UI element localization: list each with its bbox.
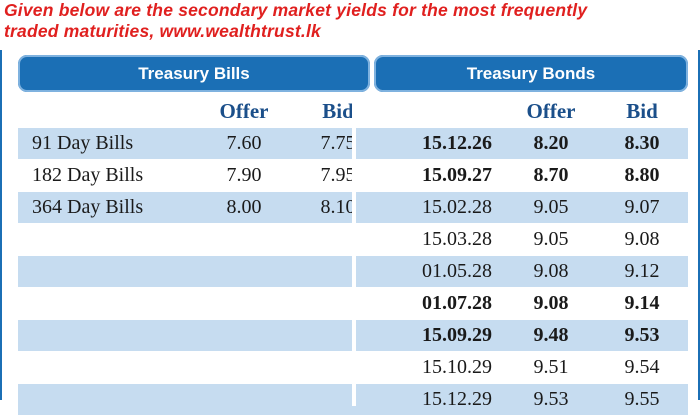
bond-maturity: 15.09.27 bbox=[422, 164, 492, 186]
treasury-bonds-header: Treasury Bonds bbox=[374, 55, 688, 92]
bill-offer bbox=[204, 224, 284, 255]
bond-maturity: 01.07.28 bbox=[422, 292, 492, 314]
bill-bid: 7.75 bbox=[320, 132, 356, 154]
bill-offer: 7.60 bbox=[226, 132, 262, 154]
bill-offer: 8.00 bbox=[226, 196, 262, 218]
bond-maturity: 15.02.28 bbox=[422, 196, 492, 218]
bond-maturity: 01.05.28 bbox=[422, 260, 492, 282]
bond-offer: 9.51 bbox=[533, 356, 569, 378]
bond-offer: 9.08 bbox=[533, 292, 569, 314]
bill-bid bbox=[308, 352, 368, 383]
bond-maturity: 15.09.29 bbox=[422, 324, 492, 346]
column-divider bbox=[352, 96, 356, 406]
bond-bid: 9.07 bbox=[624, 196, 660, 218]
bond-bid: 9.08 bbox=[624, 228, 660, 250]
bonds-bid-header: Bid bbox=[626, 99, 658, 123]
bill-bid bbox=[308, 224, 368, 255]
bond-offer: 9.08 bbox=[533, 260, 569, 282]
column-header-row: Offer Bid Offer Bid bbox=[18, 96, 688, 127]
bill-offer bbox=[204, 320, 284, 351]
bond-maturity: 15.10.29 bbox=[422, 356, 492, 378]
bond-bid: 9.14 bbox=[624, 292, 660, 314]
bond-offer: 9.05 bbox=[533, 228, 569, 250]
bill-offer bbox=[204, 352, 284, 383]
bill-name: 364 Day Bills bbox=[32, 196, 144, 218]
caption-line-1: Given below are the secondary market yie… bbox=[4, 0, 588, 20]
bond-bid: 9.53 bbox=[624, 324, 660, 346]
bond-offer: 9.48 bbox=[533, 324, 569, 346]
bill-bid bbox=[308, 320, 368, 351]
bond-bid: 9.54 bbox=[624, 356, 660, 378]
bond-offer: 9.05 bbox=[533, 196, 569, 218]
bills-offer-header: Offer bbox=[219, 99, 269, 123]
bills-bid-header: Bid bbox=[322, 99, 354, 123]
bond-bid: 8.80 bbox=[624, 164, 660, 186]
bill-bid bbox=[308, 288, 368, 319]
bill-offer bbox=[204, 256, 284, 287]
bond-offer: 8.20 bbox=[533, 132, 569, 154]
bonds-offer-header: Offer bbox=[526, 99, 576, 123]
bill-bid: 8.10 bbox=[320, 196, 356, 218]
caption-line-2: traded maturities, www.wealthtrust.lk bbox=[4, 21, 321, 41]
bill-bid: 7.95 bbox=[320, 164, 356, 186]
bond-bid: 9.12 bbox=[624, 260, 660, 282]
treasury-bills-header: Treasury Bills bbox=[18, 55, 370, 92]
bill-offer bbox=[204, 288, 284, 319]
bond-bid: 8.30 bbox=[624, 132, 660, 154]
bond-offer: 8.70 bbox=[533, 164, 569, 186]
bill-name: 182 Day Bills bbox=[32, 164, 144, 186]
bill-offer: 7.90 bbox=[226, 164, 262, 186]
bill-name: 91 Day Bills bbox=[32, 132, 134, 154]
caption: Given below are the secondary market yie… bbox=[4, 0, 694, 42]
bond-maturity: 15.03.28 bbox=[422, 228, 492, 250]
bill-bid bbox=[308, 256, 368, 287]
bond-maturity: 15.12.26 bbox=[422, 132, 492, 154]
